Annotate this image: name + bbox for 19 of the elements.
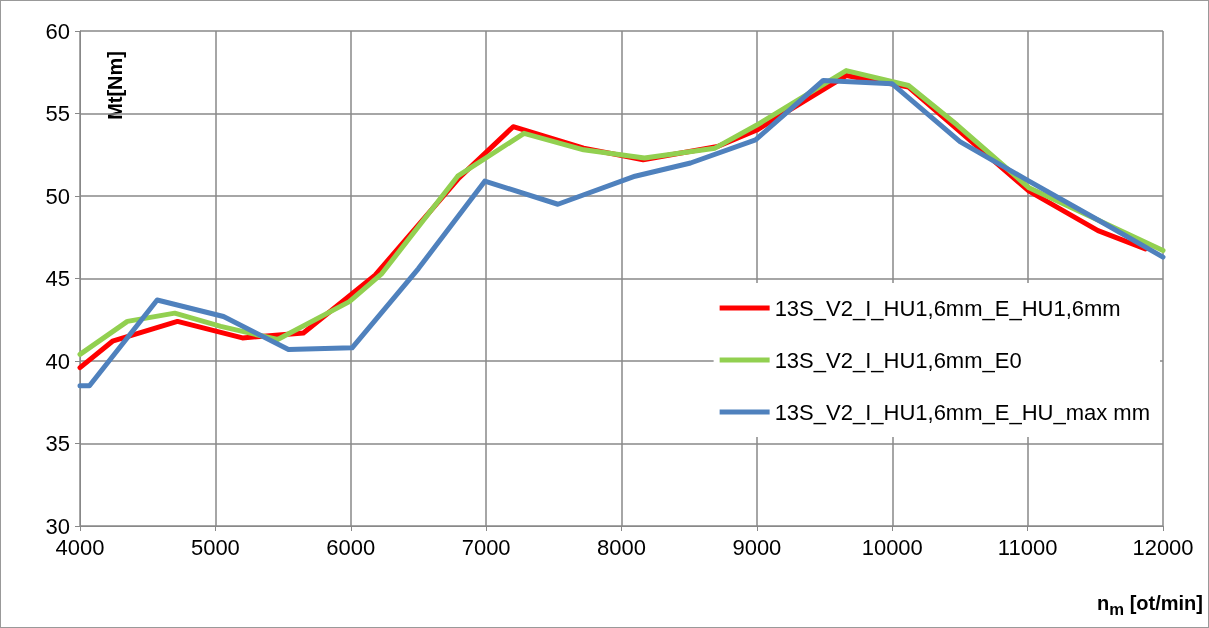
y-tick-label: 50 [45, 183, 70, 209]
legend-label: 13S_V2_I_HU1,6mm_E_HU_max mm [774, 399, 1151, 425]
x-tick-label: 8000 [597, 534, 646, 560]
x-tick-label: 10000 [861, 534, 923, 560]
x-tick-label: 12000 [1132, 534, 1194, 560]
x-tick-label: 5000 [190, 534, 240, 560]
legend-label: 13S_V2_I_HU1,6mm_E0 [774, 347, 1022, 373]
y-tick-label: 40 [45, 348, 70, 374]
x-axis-title: n$_{m}$ [ot/min] [1097, 592, 1203, 620]
y-axis-title: Mt[Nm] [104, 50, 126, 120]
legend-label: 13S_V2_I_HU1,6mm_E_HU1,6mm [774, 295, 1121, 321]
y-tick-label: 45 [45, 266, 70, 291]
y-tick-label: 60 [45, 18, 70, 44]
x-tick-label: 9000 [732, 534, 782, 560]
x-tick-label: 7000 [461, 534, 511, 560]
y-tick-label: 55 [45, 101, 70, 126]
y-tick-label: 35 [45, 431, 70, 456]
x-tick-label: 11000 [997, 534, 1058, 560]
x-tick-label: 6000 [326, 534, 376, 560]
